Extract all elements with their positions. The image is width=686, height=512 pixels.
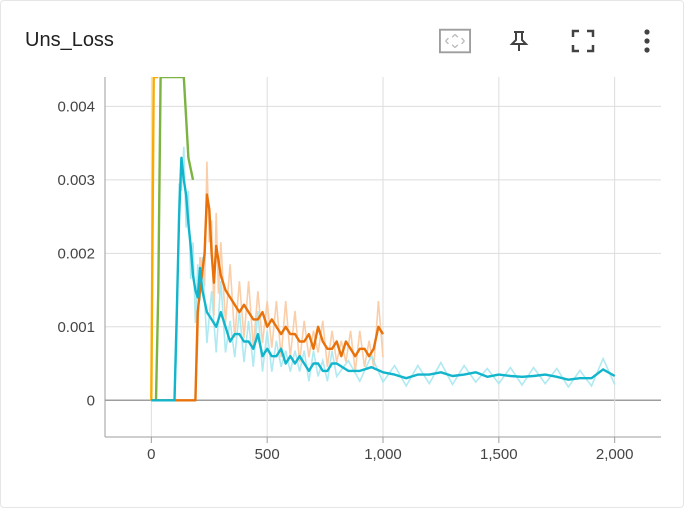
- series-line-2[interactable]: [151, 193, 385, 402]
- x-axis: 0 500 1,000 1,500 2,000: [147, 437, 633, 463]
- series-line-0[interactable]: [154, 77, 195, 401]
- pin-icon: [509, 31, 529, 51]
- chart-title: Uns_Loss: [25, 29, 114, 51]
- grid-lines: [105, 77, 661, 437]
- series-raw-line-3: [151, 146, 616, 402]
- series-line-3[interactable]: [151, 156, 616, 402]
- y-tick-label: 0.003: [57, 172, 95, 189]
- y-tick-label: 0.004: [57, 98, 95, 115]
- x-tick-label: 0: [147, 446, 155, 463]
- x-tick-label: 2,000: [596, 446, 634, 463]
- series-line-1[interactable]: [150, 77, 159, 401]
- x-tick-label: 1,500: [480, 446, 518, 463]
- pin-button[interactable]: [503, 25, 535, 57]
- more-vert-icon: [644, 29, 650, 53]
- more-button[interactable]: [631, 25, 663, 57]
- fit-domain-icon: [439, 28, 471, 54]
- series-layer: [150, 77, 616, 402]
- fullscreen-button[interactable]: [567, 25, 599, 57]
- y-tick-label: 0.002: [57, 245, 95, 262]
- x-tick-label: 1,000: [364, 446, 402, 463]
- y-tick-label: 0.001: [57, 319, 95, 336]
- fullscreen-icon: [571, 29, 595, 53]
- series-raw-line-2: [151, 161, 384, 402]
- y-axis: 0 0.001 0.002 0.003 0.004: [57, 98, 95, 409]
- x-tick-label: 500: [255, 446, 280, 463]
- y-tick-label: 0: [87, 392, 95, 409]
- fit-domain-button[interactable]: [439, 25, 471, 57]
